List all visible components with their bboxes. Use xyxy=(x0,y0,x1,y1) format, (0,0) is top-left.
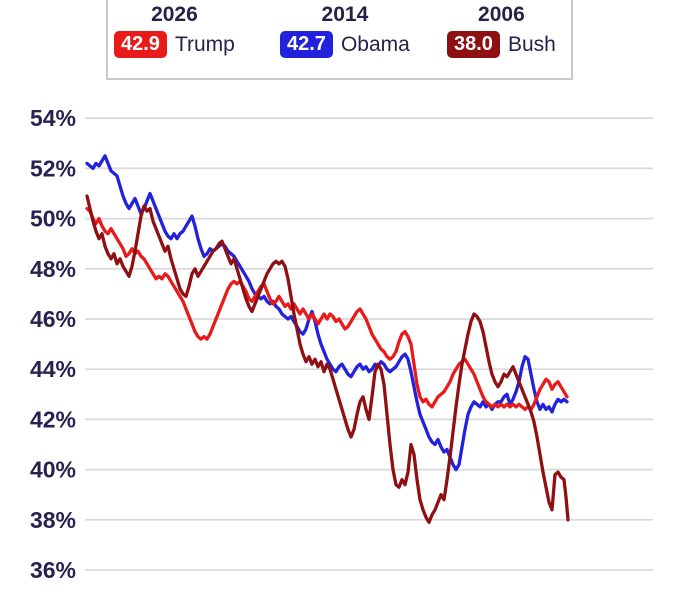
y-axis-tick: 48% xyxy=(30,256,76,282)
series-line-bush xyxy=(85,194,570,524)
series-line-obama xyxy=(85,154,569,472)
y-axis-tick: 36% xyxy=(30,557,76,583)
legend-row-trump: 42.9 Trump xyxy=(114,31,235,59)
legend: 2026 42.9 Trump 2014 42.7 Obama 2006 38.… xyxy=(106,0,573,80)
legend-year-trump: 2026 xyxy=(151,3,198,26)
y-axis-tick: 40% xyxy=(30,457,76,483)
y-axis-tick: 50% xyxy=(30,206,76,232)
legend-item-obama: 2014 42.7 Obama xyxy=(280,3,410,59)
bush-label: Bush xyxy=(507,32,556,56)
legend-item-trump: 2026 42.9 Trump xyxy=(114,3,235,59)
y-axis-tick: 54% xyxy=(30,105,76,131)
y-axis-tick: 46% xyxy=(30,306,76,332)
trump-label: Trump xyxy=(174,32,235,56)
trump-value-badge: 42.9 xyxy=(114,31,167,59)
legend-row-obama: 42.7 Obama xyxy=(280,31,410,59)
bush-value-badge: 38.0 xyxy=(447,31,500,59)
series-line-trump xyxy=(85,206,569,412)
legend-year-obama: 2014 xyxy=(321,3,369,26)
legend-year-bush: 2006 xyxy=(478,3,525,26)
obama-label: Obama xyxy=(340,32,410,56)
y-axis-tick: 42% xyxy=(30,406,76,432)
y-axis-tick: 44% xyxy=(30,356,76,382)
y-axis-tick: 52% xyxy=(30,155,76,181)
y-axis-tick: 38% xyxy=(30,507,76,533)
obama-value-badge: 42.7 xyxy=(280,31,333,59)
legend-item-bush: 2006 38.0 Bush xyxy=(447,3,556,59)
legend-row-bush: 38.0 Bush xyxy=(447,31,556,59)
